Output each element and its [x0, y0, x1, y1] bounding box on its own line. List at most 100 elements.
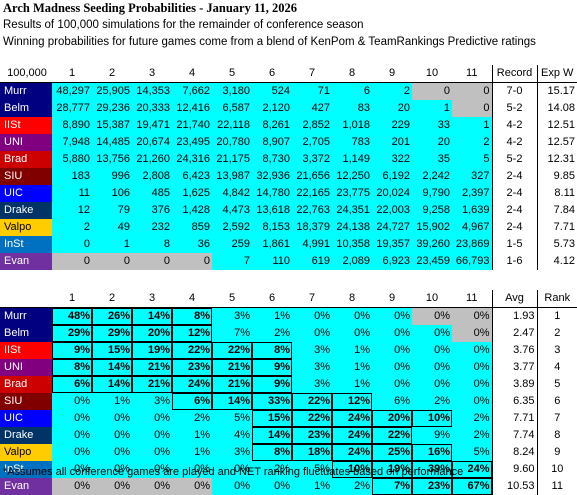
count-cell: 0 — [132, 253, 172, 270]
team-name: IISt — [0, 117, 52, 134]
expected-wins-cell: 5.73 — [536, 236, 577, 253]
team-name: Belm — [0, 100, 52, 117]
percent-cell: 24% — [172, 376, 212, 393]
count-cell: 13,618 — [252, 202, 292, 219]
rank-cell: 9 — [536, 444, 577, 461]
count-cell: 21,260 — [132, 151, 172, 168]
count-cell: 0 — [172, 253, 212, 270]
record-cell: 1-5 — [491, 236, 537, 253]
count-cell: 232 — [132, 219, 172, 236]
average-seed-cell: 9.60 — [491, 461, 537, 478]
percent-cell: 2% — [172, 410, 212, 427]
expected-wins-cell: 7.71 — [536, 219, 577, 236]
rank-cell: 4 — [536, 359, 577, 376]
table-row: Valpo 2 49 232 859 2,592 8,153 18,379 24,138 24,7… — [0, 219, 577, 236]
count-cell: 6,423 — [172, 168, 212, 185]
count-cell: 28,777 — [52, 100, 92, 117]
percent-cell: 26% — [92, 307, 132, 325]
percent-cell: 8% — [52, 359, 92, 376]
count-cell: 15,902 — [412, 219, 452, 236]
count-cell: 13,756 — [92, 151, 132, 168]
seed-header: 2 — [92, 290, 132, 308]
count-cell: 0 — [452, 100, 492, 117]
count-cell: 2,808 — [132, 168, 172, 185]
count-cell: 2 — [52, 219, 92, 236]
record-cell: 2-4 — [491, 168, 537, 185]
seed-header: 11 — [452, 65, 492, 83]
percent-cell: 1% — [252, 307, 292, 325]
count-cell: 1,861 — [252, 236, 292, 253]
percent-cell: 0% — [92, 461, 132, 478]
count-cell: 8 — [132, 236, 172, 253]
count-cell: 1 — [92, 236, 132, 253]
table-row: Murr 48,297 25,905 14,353 7,662 3,180 524 71 6 2 0… — [0, 82, 577, 100]
percent-cell: 21% — [132, 376, 172, 393]
percent-cell: 12% — [172, 325, 212, 342]
percent-cell: 0% — [92, 444, 132, 461]
count-cell: 0 — [52, 253, 92, 270]
count-cell: 2,397 — [452, 185, 492, 202]
percent-cell: 0% — [52, 393, 92, 410]
table-row: Evan 0 0 0 0 7 110 619 2,089 6,923 23,459 66,793 1-6… — [0, 253, 577, 270]
table-row: SIU 183 996 2,808 6,423 13,987 32,936 21,656 12,… — [0, 168, 577, 185]
count-cell: 1,018 — [332, 117, 372, 134]
percent-cell: 21% — [212, 376, 252, 393]
team-name: Valpo — [0, 444, 52, 461]
count-cell: 22,763 — [292, 202, 332, 219]
average-seed-cell: 6.35 — [491, 393, 537, 410]
count-cell: 229 — [372, 117, 412, 134]
count-cell: 8,890 — [52, 117, 92, 134]
table-row: Drake 0% 0% 0% 1% 4% 14% 23% 24% 22% 9% 2% 7.74 8 — [0, 427, 577, 444]
percent-cell: 1% — [172, 444, 212, 461]
count-cell: 1,625 — [172, 185, 212, 202]
percent-cell: 12% — [332, 393, 372, 410]
team-name: Murr — [0, 307, 52, 325]
percent-cell: 0% — [412, 376, 452, 393]
percent-cell: 5% — [452, 444, 492, 461]
count-cell: 48,297 — [52, 82, 92, 100]
percent-cell: 24% — [332, 427, 372, 444]
count-cell: 24,316 — [172, 151, 212, 168]
count-cell: 322 — [372, 151, 412, 168]
team-name: Belm — [0, 325, 52, 342]
count-cell: 2,242 — [412, 168, 452, 185]
percent-cell: 1% — [332, 376, 372, 393]
percent-cell: 6% — [372, 393, 412, 410]
count-cell: 859 — [172, 219, 212, 236]
percent-cell: 0% — [412, 359, 452, 376]
count-cell: 18,379 — [292, 219, 332, 236]
seed-header: 7 — [292, 290, 332, 308]
count-cell: 427 — [292, 100, 332, 117]
page-title: Arch Madness Seeding Probabilities - Jan… — [3, 1, 298, 15]
percent-cell: 1% — [92, 393, 132, 410]
percent-cell: 3% — [292, 376, 332, 393]
expected-wins-cell: 4.12 — [536, 253, 577, 270]
count-cell: 66,793 — [452, 253, 492, 270]
percent-cell: 2% — [252, 461, 292, 478]
rank-cell: 7 — [536, 410, 577, 427]
count-cell: 2,852 — [292, 117, 332, 134]
team-name: UIC — [0, 185, 52, 202]
expected-wins-header: Exp W — [536, 65, 577, 83]
percent-cell: 39% — [412, 461, 452, 478]
percent-cell: 0% — [92, 410, 132, 427]
count-cell: 32,936 — [252, 168, 292, 185]
count-cell: 29,236 — [92, 100, 132, 117]
record-cell: 5-2 — [491, 100, 537, 117]
percent-cell: 22% — [292, 393, 332, 410]
expected-wins-cell: 14.08 — [536, 100, 577, 117]
count-cell: 23,459 — [412, 253, 452, 270]
percent-cell: 3% — [292, 359, 332, 376]
count-cell: 22,003 — [372, 202, 412, 219]
seed-header: 5 — [212, 65, 252, 83]
percent-cell: 4% — [212, 427, 252, 444]
percent-cell: 22% — [212, 342, 252, 359]
team-name: Drake — [0, 427, 52, 444]
seed-header: 6 — [252, 290, 292, 308]
record-cell: 4-2 — [491, 117, 537, 134]
record-cell: 4-2 — [491, 134, 537, 151]
count-cell: 2,120 — [252, 100, 292, 117]
team-name: Brad — [0, 376, 52, 393]
percent-cell: 20% — [132, 325, 172, 342]
percent-cell: 0% — [172, 461, 212, 478]
